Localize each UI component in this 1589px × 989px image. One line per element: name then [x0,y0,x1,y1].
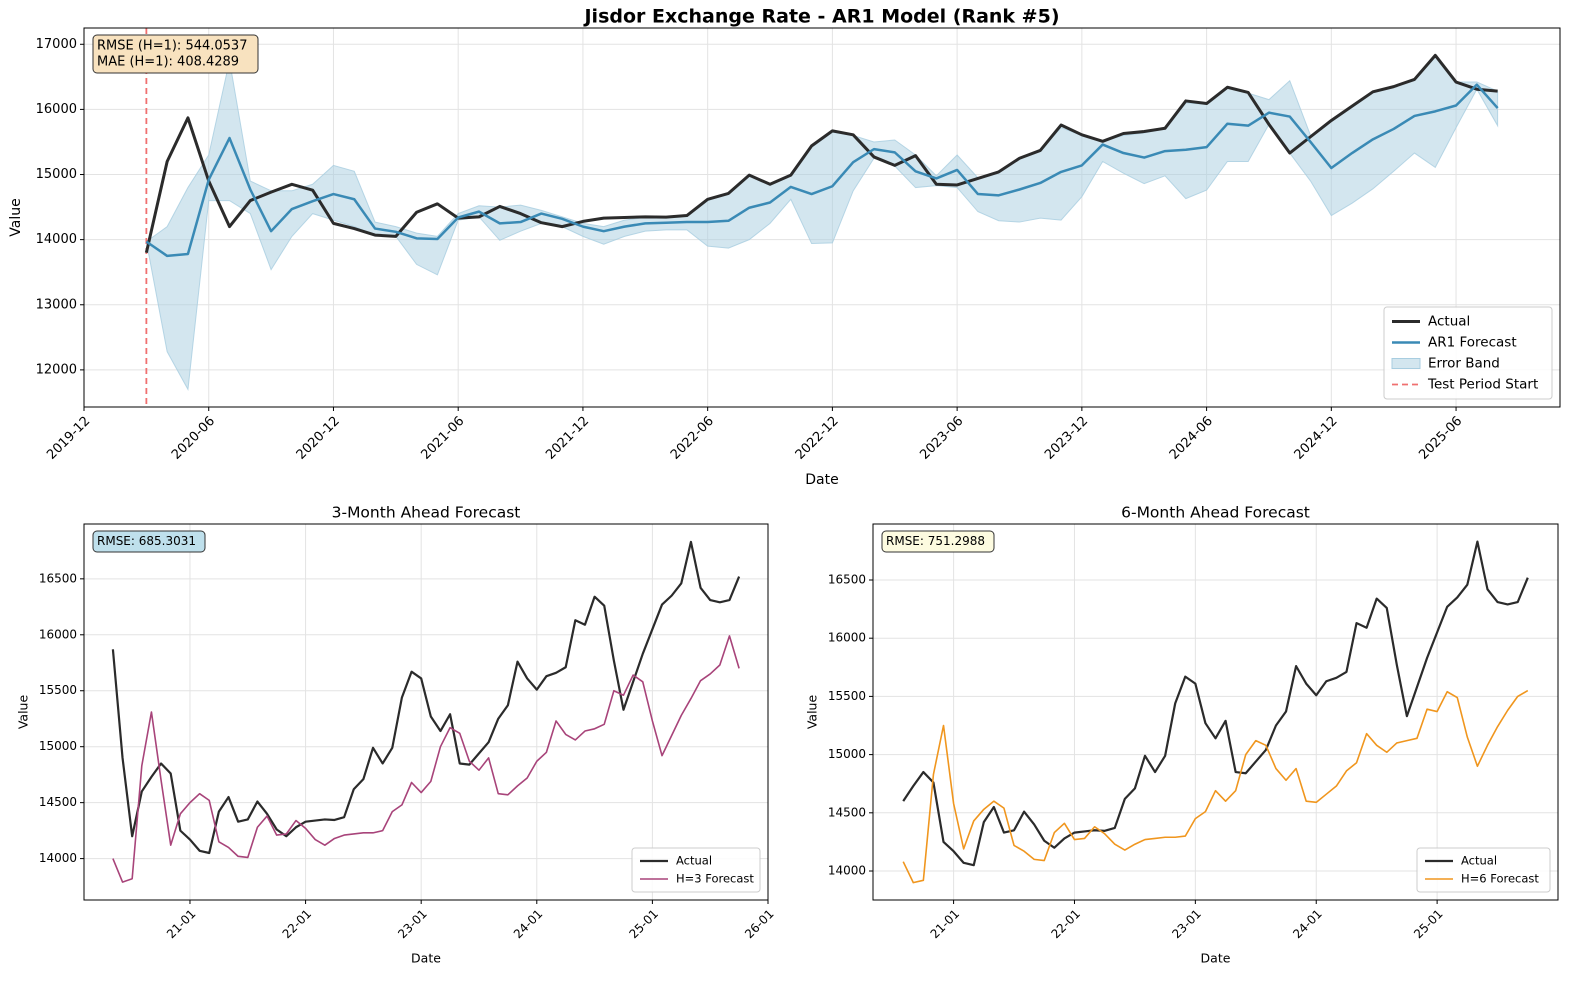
legend-box [1416,847,1551,893]
legend-label: AR1 Forecast [1428,335,1517,351]
y-tick-label: 14000 [36,232,77,247]
series-line [145,83,1499,258]
plot-area [144,28,1499,407]
chart-title: 3-Month Ahead Forecast [332,504,521,522]
series-line [902,540,1529,867]
y-tick-label: 16500 [39,571,77,585]
y-tick-label: 17000 [36,37,77,52]
legend-label: Actual [676,854,712,868]
legend-label: H=3 Forecast [676,872,754,886]
legend-label: Actual [1461,854,1497,868]
y-tick-label: 16000 [39,627,77,641]
legend-label: Test Period Start [1427,377,1538,393]
annotation-box [881,530,995,553]
y-tick-label: 15000 [39,739,77,753]
x-axis-label: Date [1201,951,1231,966]
x-axis-label: Date [805,472,838,488]
annotation-box [92,530,206,553]
y-tick-label: 16000 [36,102,77,117]
chart-title: Jisdor Exchange Rate - AR1 Model (Rank #… [582,6,1059,28]
error-band [145,54,1499,392]
y-tick-label: 14000 [39,851,77,865]
series-line [144,53,1498,253]
annotation-text: RMSE: 685.3031 [97,534,196,548]
y-axis-label: Value [16,695,31,730]
annotation-box [92,34,259,74]
legend-swatch [1391,358,1421,369]
x-axis-label: Date [411,951,441,966]
series-line [902,689,1529,884]
series-line [112,635,740,883]
axes-frame [83,523,769,901]
y-tick-label: 14500 [39,795,77,809]
legend-box [631,847,761,893]
legend-label: H=6 Forecast [1461,872,1539,886]
y-tick-label: 15000 [828,747,866,761]
plot-area [111,540,741,883]
y-axis-label: Value [805,695,820,730]
y-tick-label: 14500 [828,805,866,819]
y-tick-label: 16000 [828,631,866,645]
legend-label: Actual [1428,314,1470,330]
axes-frame [83,27,1561,408]
annotation-text: RMSE (H=1): 544.0537 [97,39,247,54]
y-tick-label: 12000 [36,362,77,377]
y-tick-label: 14000 [828,864,866,878]
chart-title: 6-Month Ahead Forecast [1121,504,1310,522]
annotation-text: MAE (H=1): 408.4289 [97,55,239,70]
y-tick-label: 15500 [828,689,866,703]
plot-area [902,540,1529,884]
axes-frame [872,523,1559,901]
annotation-text: RMSE: 751.2988 [886,534,985,548]
y-tick-label: 15500 [39,683,77,697]
y-tick-label: 13000 [36,297,77,312]
legend-label: Error Band [1428,356,1500,372]
y-tick-label: 15000 [36,167,77,182]
legend-box [1383,306,1553,400]
y-axis-label: Value [8,198,24,236]
y-tick-label: 16500 [828,572,866,586]
